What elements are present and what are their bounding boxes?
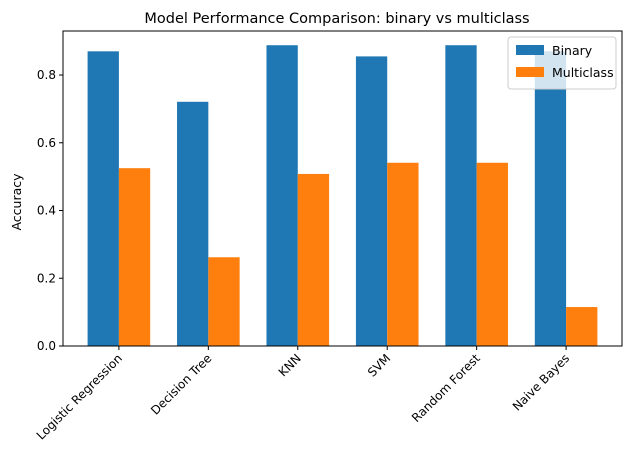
bar-multiclass-0: [118, 168, 151, 346]
legend-swatch-binary: [516, 45, 544, 55]
bar-binary-1: [177, 101, 209, 346]
y-tick-label: 0.2: [37, 271, 56, 285]
bar-multiclass-2: [297, 173, 330, 346]
bar-multiclass-5: [566, 307, 598, 346]
y-tick-label: 0.0: [37, 339, 56, 353]
bar-multiclass-1: [208, 257, 240, 346]
bar-binary-0: [87, 51, 119, 346]
y-tick-label: 0.8: [37, 68, 56, 82]
bar-multiclass-3: [387, 162, 419, 346]
plot-frame: [62, 30, 623, 347]
bar-binary-4: [445, 45, 477, 346]
x-tick-label: Naive Bayes: [510, 351, 572, 413]
legend-swatch-multiclass: [516, 67, 544, 77]
x-tick-label: KNN: [276, 351, 304, 379]
bar-binary-5: [534, 51, 567, 346]
legend: Binary Multiclass: [507, 36, 617, 90]
y-tick-label: 0.4: [37, 204, 56, 218]
x-tick-label: SVM: [365, 351, 393, 379]
bar-binary-3: [355, 56, 388, 347]
chart-title: Model Performance Comparison: binary vs …: [144, 11, 529, 27]
plot-area: [87, 45, 598, 347]
x-tick-label: Logistic Regression: [34, 351, 125, 442]
y-axis-label: Accuracy: [9, 173, 24, 231]
x-tick-label: Decision Tree: [148, 351, 214, 417]
legend-label-multiclass: Multiclass: [552, 65, 614, 80]
bar-binary-2: [266, 45, 298, 346]
legend-label-binary: Binary: [552, 43, 593, 58]
bar-multiclass-4: [476, 162, 508, 346]
y-tick-label: 0.6: [37, 136, 56, 150]
x-tick-label: Random Forest: [409, 351, 483, 425]
